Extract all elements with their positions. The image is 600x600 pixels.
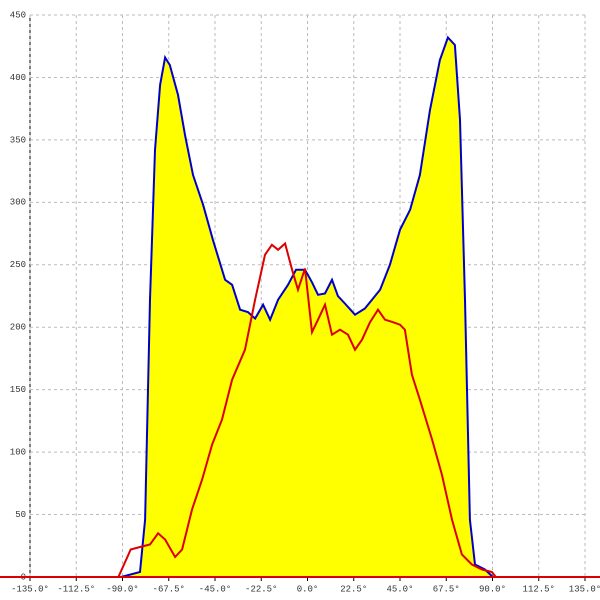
y-tick-label: 300 (10, 198, 26, 208)
x-tick-label: 22.5° (340, 584, 367, 594)
x-tick-label: -135.0° (11, 584, 49, 594)
x-tick-label: 90.0° (479, 584, 506, 594)
x-tick-label: -22.5° (245, 584, 277, 594)
x-tick-label: 0.0° (297, 584, 319, 594)
x-tick-label: 45.0° (386, 584, 413, 594)
x-tick-label: -45.0° (199, 584, 231, 594)
y-tick-label: 450 (10, 10, 26, 20)
x-tick-label: -67.5° (153, 584, 185, 594)
y-tick-label: 400 (10, 73, 26, 83)
x-tick-label: -112.5° (57, 584, 95, 594)
x-tick-label: 67.5° (433, 584, 460, 594)
y-tick-label: 200 (10, 323, 26, 333)
series-line (117, 241, 497, 578)
x-tick-label: -90.0° (106, 584, 138, 594)
y-tick-label: 150 (10, 385, 26, 395)
x-tick-label: 135.0° (569, 584, 600, 594)
series-line (120, 35, 494, 578)
x-tick-label: 112.5° (523, 584, 555, 594)
y-tick-label: 100 (10, 447, 26, 457)
y-tick-label: 250 (10, 260, 26, 270)
y-tick-label: 350 (10, 135, 26, 145)
y-tick-label: 50 (15, 510, 26, 520)
